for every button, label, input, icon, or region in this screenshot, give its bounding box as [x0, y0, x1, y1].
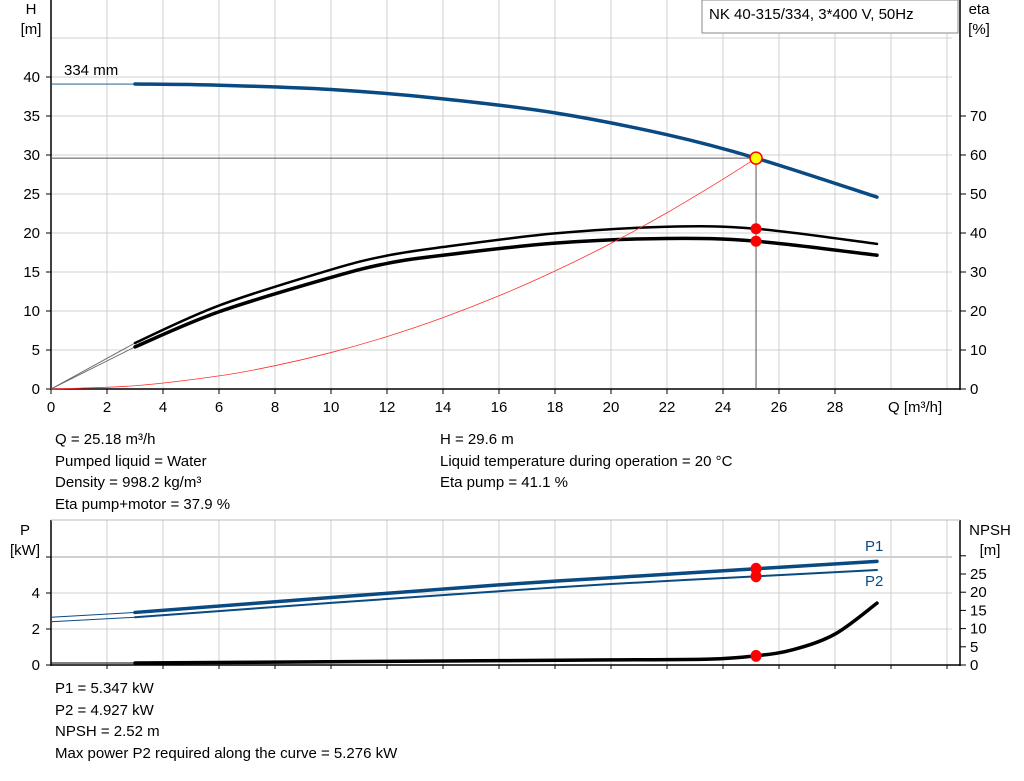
p2-curve [134, 568, 878, 619]
y-tick-label-right: 0 [970, 657, 978, 674]
axes [46, 519, 966, 669]
duty-point-eta-pump-motor [750, 235, 762, 247]
pumped-liquid: Pumped liquid = Water [55, 452, 207, 470]
npsh-value: NPSH = 2.52 m [55, 723, 160, 740]
duty-info-left: Q = 25.18 m³/h Pumped liquid = Water Den… [55, 429, 230, 515]
eta_pump-curve [133, 225, 879, 345]
p1-extension-line [50, 611, 136, 618]
y-tick-label-right: 50 [970, 186, 987, 203]
y-tick-label-right: 25 [970, 566, 987, 583]
power-info: P1 = 5.347 kW P2 = 4.927 kW NPSH = 2.52 … [55, 678, 397, 764]
curves [50, 82, 879, 390]
liquid-temperature: Liquid temperature during operation = 20… [440, 452, 733, 470]
p1-value: P1 = 5.347 kW [55, 680, 154, 697]
pump-title: NK 40-315/334, 3*400 V, 50Hz [709, 6, 914, 23]
y-tick-label-left: 0 [32, 381, 40, 398]
eta-pump-motor: Eta pump+motor = 37.9 % [55, 495, 231, 513]
y-tick-label-left: 0 [32, 657, 40, 674]
system-curve [50, 157, 757, 390]
y-tick-label-right: 70 [970, 108, 987, 125]
p1-curve [133, 559, 879, 615]
legend-box: NK 40-315/334, 3*400 V, 50Hz [701, 0, 959, 34]
x-tick-label: 18 [547, 399, 564, 416]
y-tick-label-right: 40 [970, 225, 987, 242]
x-tick-label: 12 [379, 399, 396, 416]
x-axis-label: Q [m³/h] [888, 399, 942, 416]
x-tick-label: 6 [215, 399, 223, 416]
y-tick-label-right: 5 [970, 639, 978, 656]
y-axis-label-eta: eta [969, 1, 991, 18]
y-tick-label-right: 15 [970, 602, 987, 619]
p2-value: P2 = 4.927 kW [55, 701, 154, 719]
x-tick-label: 4 [159, 399, 167, 416]
y-axis-unit-npsh: [m] [980, 542, 1001, 559]
duty-point-eta-pump [750, 223, 762, 235]
y-tick-label-right: 10 [970, 342, 987, 359]
x-tick-label: 26 [771, 399, 788, 416]
density: Density = 998.2 kg/m³ [55, 474, 202, 491]
duty-point-npsh [750, 649, 762, 662]
y-axis-unit-h: [m] [21, 21, 42, 38]
x-tick-label: 14 [435, 399, 452, 416]
max-p2: Max power P2 required along the curve = … [55, 744, 398, 762]
y-tick-label-left: 20 [23, 225, 40, 242]
head-curve [133, 82, 879, 199]
curves [50, 559, 879, 665]
y-tick-label-left: 4 [32, 585, 40, 602]
series-label-p2: P2 [865, 573, 883, 590]
performance-chart: 0 2 4 6 8 10 12 14 16 18 20 22 24 26 28051015202530354… [21, 0, 991, 416]
eta-pump: Eta pump = 41.1 % [440, 474, 568, 491]
duty-point-p2 [750, 570, 762, 583]
y-tick-label-left: 10 [23, 303, 40, 320]
head-value: H = 29.6 m [440, 431, 514, 448]
y-tick-label-right: 60 [970, 147, 987, 164]
y-tick-label-right: 20 [970, 303, 987, 320]
y-axis-label-h: H [26, 1, 37, 18]
x-tick-label: 0 [47, 399, 55, 416]
eta_pump-extension-line [50, 342, 136, 390]
x-tick-label: 24 [715, 399, 732, 416]
x-tick-label: 28 [827, 399, 844, 416]
grid [51, 0, 952, 389]
eta_pump_motor-extension-line [50, 346, 136, 390]
x-tick-label: 2 [103, 399, 111, 416]
y-tick-label-left: 15 [23, 264, 40, 281]
y-tick-label-right: 30 [970, 264, 987, 281]
y-tick-label-left: 25 [23, 186, 40, 203]
y-tick-label-left: 2 [32, 621, 40, 638]
y-tick-label-right: 20 [970, 584, 987, 601]
x-tick-label: 10 [323, 399, 340, 416]
duty-point-p1 [750, 562, 762, 575]
duty-info-right: H = 29.6 m Liquid temperature during ope… [440, 429, 732, 494]
y-tick-label-right: 0 [970, 381, 978, 398]
x-tick-label: 16 [491, 399, 508, 416]
y-tick-label-left: 30 [23, 147, 40, 164]
tick-labels: 0 2 4 6 8 10 12 14 16 18 20 22 24 26 28051015202530354… [23, 69, 986, 416]
y-tick-label-left: 35 [23, 108, 40, 125]
y-axis-label-p: P [20, 522, 30, 539]
grid [51, 520, 952, 665]
y-axis-unit-eta: [%] [968, 21, 990, 38]
y-axis-label-npsh: NPSH [969, 522, 1011, 539]
impeller-label: 334 mm [64, 62, 118, 79]
flow-value: Q = 25.18 m³/h [55, 431, 156, 448]
y-axis-unit-p: [kW] [10, 542, 40, 559]
x-tick-label: 20 [603, 399, 620, 416]
y-tick-label-left: 40 [23, 69, 40, 86]
p2-extension-line [50, 616, 136, 623]
series-label-p1: P1 [865, 538, 883, 555]
x-tick-label: 8 [271, 399, 279, 416]
axes [46, 0, 966, 394]
y-tick-label-right: 10 [970, 621, 987, 638]
duty-point-head [749, 151, 763, 165]
npsh-curve [133, 601, 879, 665]
x-tick-label: 22 [659, 399, 676, 416]
y-tick-label-left: 5 [32, 342, 40, 359]
eta_pump_motor-curve [133, 236, 879, 349]
